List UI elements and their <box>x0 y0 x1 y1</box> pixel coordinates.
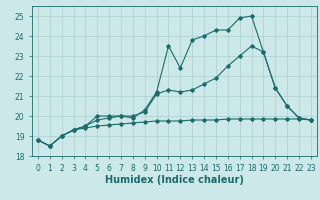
X-axis label: Humidex (Indice chaleur): Humidex (Indice chaleur) <box>105 175 244 185</box>
